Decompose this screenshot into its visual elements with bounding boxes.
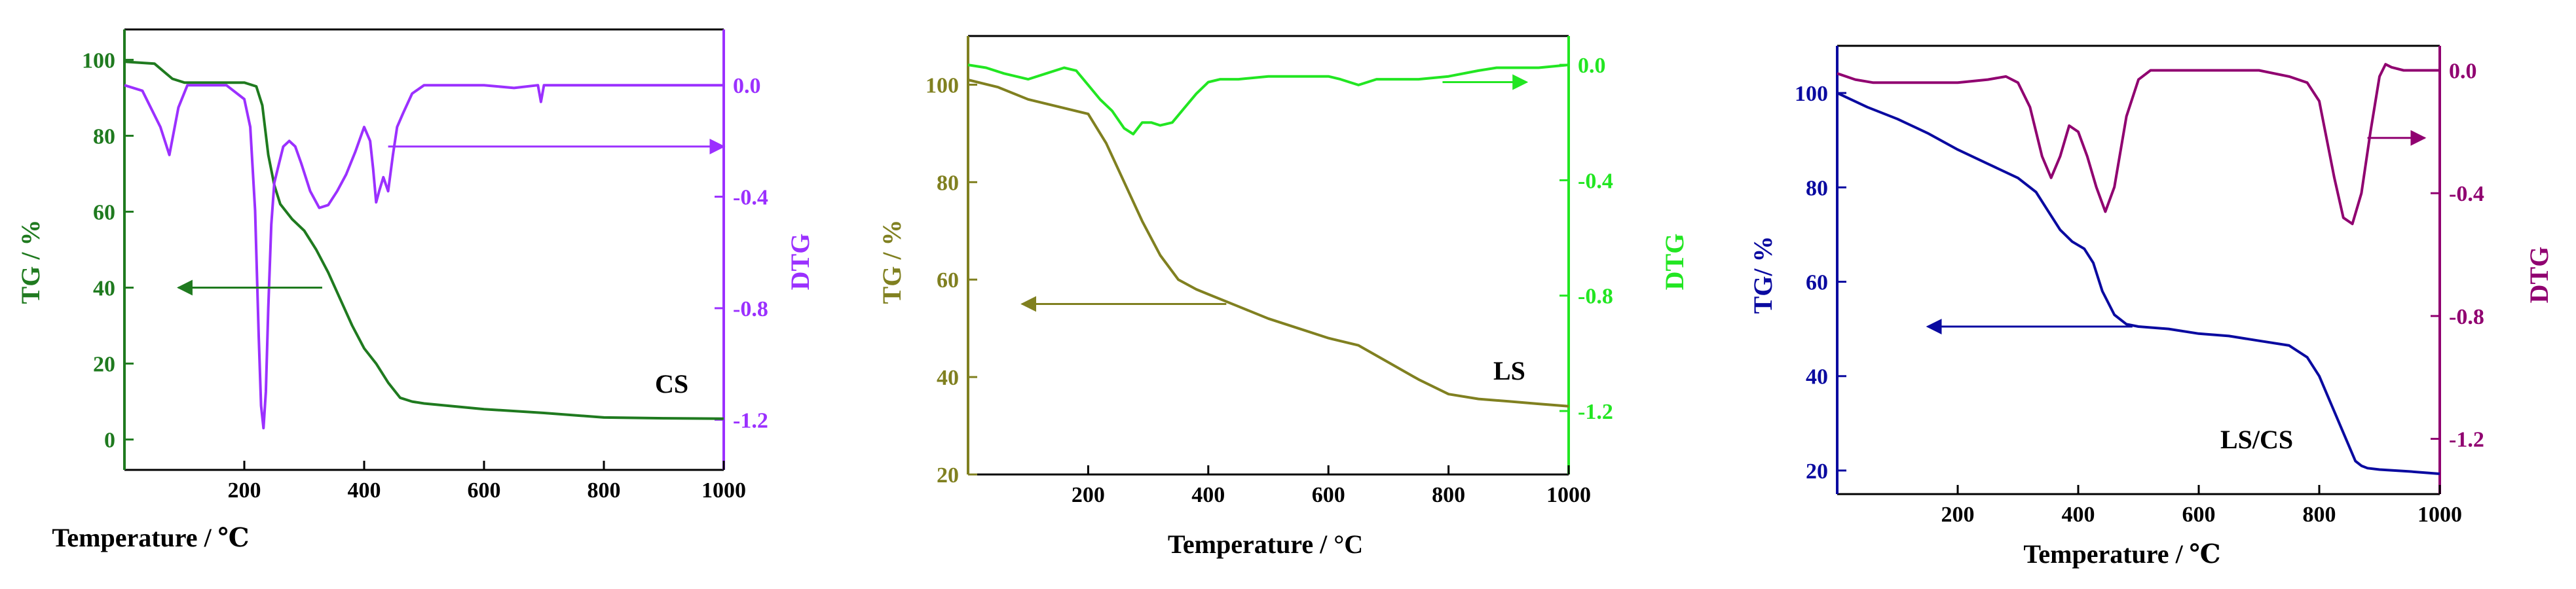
y-tick-label-right: -1.2 (733, 408, 768, 433)
y-tick-label-left: 80 (937, 171, 959, 195)
sample-label: CS (655, 369, 688, 399)
y-tick-label-left: 80 (1806, 176, 1828, 200)
x-tick-label: 800 (1432, 483, 1465, 507)
chart-panel-cs: Temperature / ℃ TG / % DTG CS 200 400 600 8… (16, 28, 815, 552)
y-tick-label-left: 100 (1795, 82, 1828, 106)
y-tick-label-right: -0.4 (1578, 169, 1613, 193)
y-tick-label-left: 0 (104, 429, 115, 453)
x-tick-label: 200 (1941, 503, 1975, 527)
x-tick-label: 800 (588, 478, 621, 503)
x-tick-label: 400 (348, 478, 381, 503)
x-tick-label: 200 (228, 478, 261, 503)
x-tick-label: 400 (1191, 483, 1225, 507)
y-axis-title-right: DTG (2524, 247, 2554, 304)
x-tick-label: 600 (468, 478, 501, 503)
y-axis-title-left: TG / % (877, 220, 906, 304)
chart-panel-ls: Temperature / °C TG / % DTG LS 200 400 600… (877, 35, 1689, 559)
y-tick-label-right: -0.8 (1578, 285, 1613, 309)
y-tick-label-left: 40 (937, 366, 959, 390)
x-tick-label: 1000 (2417, 503, 2462, 527)
y-tick-label-right: -1.2 (1578, 400, 1613, 424)
y-tick-label-left: 20 (937, 463, 959, 488)
y-tick-label-left: 60 (1806, 271, 1828, 295)
x-tick-label: 200 (1072, 483, 1105, 507)
y-tick-label-left: 100 (82, 48, 115, 73)
y-tick-label-left: 60 (937, 268, 959, 293)
y-tick-label-right: -1.2 (2449, 428, 2484, 452)
x-tick-label: 1000 (1546, 483, 1591, 507)
y-tick-label-left: 60 (93, 200, 115, 224)
x-tick-label: 400 (2062, 503, 2095, 527)
y-axis-title-left: TG / % (16, 220, 45, 304)
dtg-curve (967, 63, 1569, 135)
y-tick-label-left: 40 (93, 277, 115, 301)
y-tick-label-left: 40 (1806, 365, 1828, 389)
y-tick-label-right: -0.8 (733, 297, 768, 321)
y-tick-label-right: 0.0 (2449, 60, 2477, 84)
x-tick-label: 600 (1312, 483, 1345, 507)
y-tick-label-right: 0.0 (1578, 54, 1606, 78)
y-tick-label-left: 20 (1806, 459, 1828, 484)
x-axis-title: Temperature / °C (1168, 529, 1363, 559)
dtg-curve (1837, 63, 2440, 226)
x-tick-label: 800 (2303, 503, 2336, 527)
tg-curve (967, 79, 1569, 408)
x-tick-label: 1000 (701, 478, 746, 503)
tg-curve (124, 60, 724, 420)
y-tick-label-right: 0.0 (733, 74, 761, 98)
y-tick-label-right: -0.4 (2449, 182, 2484, 206)
sample-label: LS (1493, 356, 1525, 385)
y-tick-label-left: 100 (925, 73, 959, 98)
x-axis-title: Temperature / ℃ (2023, 539, 2220, 569)
y-axis-title-right: DTG (1660, 234, 1689, 291)
dtg-curve (124, 84, 724, 430)
y-axis-title-left: TG/ % (1748, 236, 1778, 314)
tg-curve (1837, 92, 2440, 475)
y-tick-label-right: -0.4 (733, 186, 768, 210)
chart-panel-ls-cs: Temperature / ℃ TG/ % DTG LS/CS 200 400 60… (1748, 45, 2554, 569)
sample-label: LS/CS (2220, 425, 2293, 454)
y-axis-title-right: DTG (785, 234, 815, 291)
y-tick-label-left: 80 (93, 124, 115, 149)
y-tick-label-left: 20 (93, 353, 115, 377)
x-tick-label: 600 (2182, 503, 2216, 527)
y-tick-label-right: -0.8 (2449, 305, 2484, 329)
x-axis-title: Temperature / ℃ (52, 523, 249, 552)
